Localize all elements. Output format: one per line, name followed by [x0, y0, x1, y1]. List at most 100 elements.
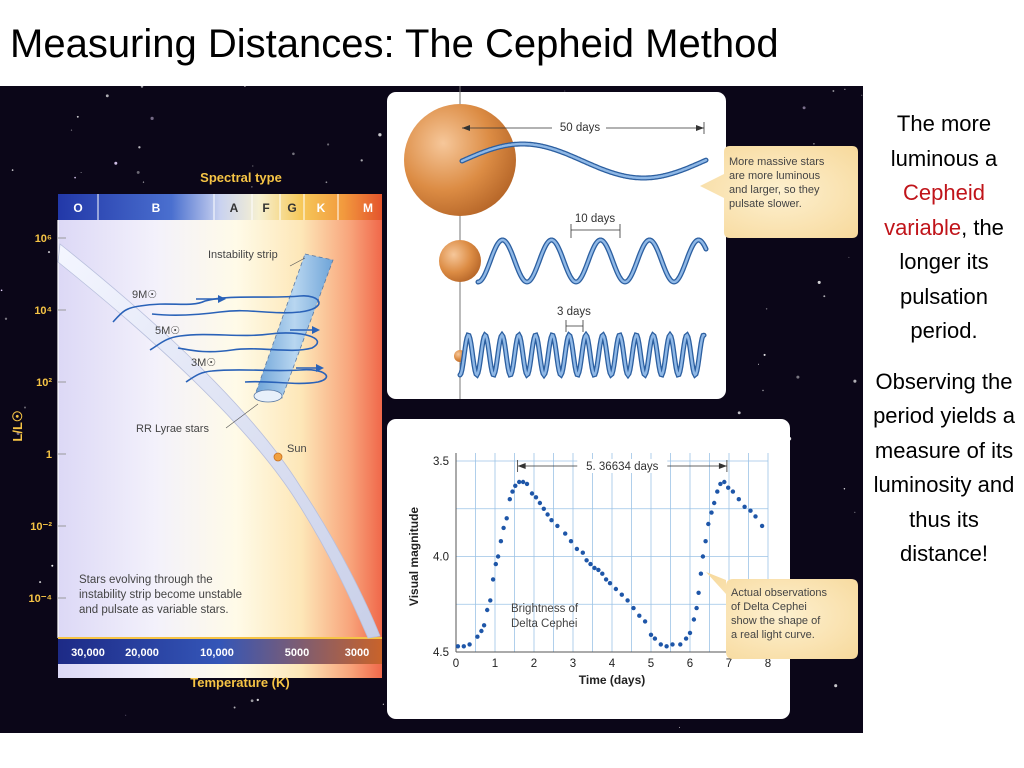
background-star [327, 143, 330, 146]
data-point [742, 504, 747, 509]
background-star [832, 90, 835, 92]
track-arrowhead [316, 364, 324, 372]
x-tick-label: 5000 [285, 647, 309, 659]
rr-lyrae-label: RR Lyrae stars [136, 423, 209, 435]
data-point [709, 510, 714, 515]
background-star [251, 186, 253, 188]
light-curve-y-label: Visual magnitude [407, 507, 421, 606]
period-10-label: 10 days [575, 213, 616, 225]
hr-diagram: Spectral type O B A F G K M L/L☉ [10, 170, 382, 690]
cepheid-figure: Spectral type O B A F G K M L/L☉ [0, 86, 863, 733]
data-point [504, 516, 509, 521]
light-curve-panel: 0 1 2 3 4 5 6 7 8 3.5 4.0 4.5 Time (days) Visual m… [387, 419, 858, 719]
wave-3-days [458, 332, 706, 378]
explanation-text: The more luminous a [890, 111, 998, 171]
background-star [360, 159, 363, 162]
light-curve-callout-line: Actual observations [731, 587, 827, 599]
background-star [843, 488, 846, 490]
period-label: 5. 36634 days [586, 461, 659, 473]
data-point [461, 644, 466, 649]
pulsation-callout-line: pulsate slower. [729, 198, 802, 210]
data-point [580, 550, 585, 555]
x-tick-label: 3000 [345, 647, 369, 659]
instability-strip [255, 253, 334, 399]
light-curve-callout-line: show the shape of [731, 615, 821, 627]
data-point [498, 539, 504, 544]
light-curve-x-ticks: 0 1 2 3 4 5 6 7 8 [453, 658, 771, 670]
data-point [520, 479, 526, 485]
data-point [619, 592, 624, 597]
explanation-paragraph-1: The more luminous a Cepheid variable, th… [868, 107, 1020, 349]
instability-strip-base [253, 389, 283, 403]
background-star [150, 116, 154, 121]
x-tick-label: 0 [453, 658, 459, 670]
data-point [545, 512, 550, 517]
data-point [574, 546, 580, 552]
data-point [696, 590, 701, 595]
data-point [541, 506, 546, 511]
background-star [136, 170, 140, 174]
data-point [537, 500, 543, 506]
background-star [16, 432, 20, 435]
data-point [517, 479, 522, 485]
data-point [736, 497, 741, 502]
data-point [592, 565, 597, 571]
data-point [549, 518, 554, 523]
spectral-type-f: F [262, 201, 269, 215]
data-point [613, 586, 619, 592]
data-point [652, 636, 658, 641]
data-point [642, 619, 648, 624]
background-star [325, 181, 328, 184]
x-tick-label: 3 [570, 658, 576, 670]
background-star [844, 88, 846, 90]
wave-50-days [460, 142, 708, 180]
background-star [11, 169, 14, 171]
background-star [853, 379, 857, 383]
background-star [233, 706, 236, 709]
background-star [763, 353, 766, 356]
background-star [737, 411, 741, 415]
background-star [765, 308, 768, 310]
background-star [105, 94, 109, 98]
temperature-bar [58, 638, 382, 664]
curve-label-line: Brightness of [511, 603, 579, 615]
medium-star [439, 240, 481, 282]
data-point [722, 479, 727, 485]
data-point [715, 489, 720, 494]
background-star [74, 176, 76, 179]
background-star [140, 86, 144, 88]
period-3-label: 3 days [557, 306, 591, 318]
hr-y-axis-label: L/L☉ [10, 410, 25, 441]
data-point [555, 523, 560, 529]
x-tick-label: 2 [531, 658, 537, 670]
y-tick-label: 10⁶ [35, 233, 52, 245]
data-point [490, 577, 496, 582]
data-point [700, 554, 706, 559]
background-star [802, 106, 806, 110]
background-star [854, 511, 856, 513]
hr-y-ticks: 10⁶ 10⁴ 10² 1 10⁻² 10⁻⁴ [29, 233, 66, 605]
slide-title: Measuring Distances: The Cepheid Method [10, 22, 779, 66]
background-star [39, 581, 42, 584]
light-curve-points [455, 479, 765, 649]
data-point [485, 607, 490, 613]
explanation-paragraph-2: Observing the period yields a measure of… [873, 368, 1015, 567]
spectral-type-g: G [287, 201, 296, 215]
data-point [625, 598, 630, 603]
background-star [861, 94, 863, 96]
y-tick-label: 1 [46, 449, 52, 461]
y-tick-label: 10⁴ [34, 305, 52, 317]
background-star [142, 181, 145, 183]
data-point [467, 642, 472, 647]
background-star [125, 714, 127, 716]
x-tick-label: 10,000 [200, 647, 234, 659]
track-arrowhead [218, 295, 226, 303]
data-point [475, 634, 480, 639]
instability-label-leader [289, 257, 306, 267]
data-point [698, 571, 704, 576]
track-9msun [112, 295, 320, 323]
wave-10-days [476, 238, 708, 284]
period-arrowhead [696, 125, 704, 131]
data-point [670, 642, 675, 647]
data-point [513, 483, 518, 488]
